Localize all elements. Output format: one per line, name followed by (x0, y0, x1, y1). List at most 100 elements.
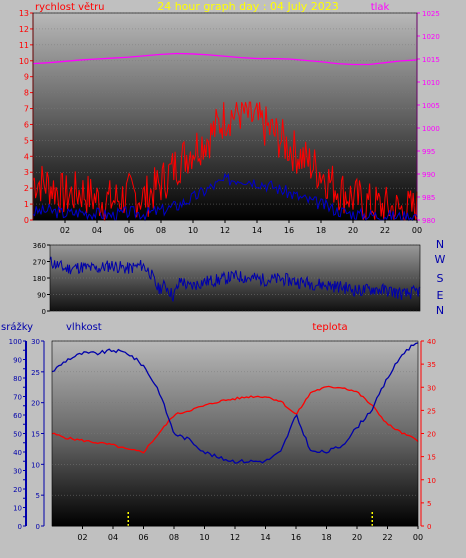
time-tick-label: 08 (156, 226, 166, 235)
temperature-tick-label: 35 (427, 361, 436, 369)
temperature-series-line (51, 385, 419, 454)
wind-tick-label: 8 (24, 89, 29, 98)
wind-tick-label: 7 (24, 105, 29, 114)
time-tick-label: 14 (260, 533, 270, 542)
wind-tick-label: 2 (24, 184, 29, 193)
time-tick-label: 12 (220, 226, 230, 235)
temp-humidity-frame (51, 340, 419, 527)
time-tick-label: 08 (169, 533, 179, 542)
pressure-tick-label: 1025 (422, 10, 440, 18)
compass-e: E (437, 289, 444, 302)
time-tick-label: 02 (60, 226, 70, 235)
rain-tick-label: 90 (13, 357, 22, 365)
direction-tick-label: 90 (37, 292, 46, 300)
wind-direction-plot-area (50, 245, 420, 311)
rain-tick-label: 100 (9, 338, 22, 346)
humidity-tick-label: 10 (31, 461, 40, 469)
wind-tick-label: 6 (24, 120, 29, 129)
wind-direction-frame (49, 244, 421, 312)
temperature-tick-label: 30 (427, 384, 436, 392)
direction-tick-label: 270 (33, 259, 46, 267)
rain-tick-label: 0 (18, 523, 22, 531)
humidity-tick-label: 5 (36, 492, 40, 500)
rain-tick-label: 80 (13, 375, 22, 383)
compass-s: S (437, 272, 444, 285)
pressure-tick-label: 995 (422, 148, 435, 156)
time-tick-label: 12 (230, 533, 240, 542)
humidity-tick-label: 0 (36, 523, 40, 531)
rain-tick-label: 50 (13, 431, 22, 439)
humidity-tick-label: 20 (31, 400, 40, 408)
rain-tick-label: 30 (13, 468, 22, 476)
temp-humidity-panel: 0 10 20 30 40 50 60 70 80 90 10 00 5 10 15 20 25 30 0 5 10 15… (9, 338, 436, 542)
wind-tick-label: 0 (24, 216, 29, 225)
time-tick-label: 04 (92, 226, 102, 235)
wind-tick-label: 4 (24, 152, 29, 161)
pressure-tick-label: 985 (422, 194, 435, 202)
direction-tick-label: 360 (33, 242, 46, 250)
time-tick-label: 20 (348, 226, 358, 235)
rain-tick-label: 60 (13, 412, 22, 420)
rain-tick-label: 10 (13, 505, 22, 513)
time-tick-label: 18 (316, 226, 326, 235)
chart-title: 24 hour graph day : 04 July 2023 (157, 0, 339, 13)
time-tick-label: 18 (321, 533, 331, 542)
compass-n-bottom: N (436, 304, 444, 317)
temperature-label: teplota (312, 322, 347, 333)
rain-tick-label: 20 (13, 486, 22, 494)
pressure-tick-label: 980 (422, 217, 435, 225)
gust-series-line (32, 101, 418, 222)
temperature-tick-label: 20 (427, 431, 436, 439)
temperature-tick-label: 5 (427, 500, 431, 508)
time-tick-label: 22 (382, 533, 392, 542)
wind-tick-label: 10 (19, 57, 29, 66)
time-tick-label: 02 (77, 533, 87, 542)
rain-tick-label: 70 (13, 394, 22, 402)
wind-tick-label: 3 (24, 168, 29, 177)
wind-pressure-frame (32, 12, 418, 221)
pressure-label: tlak (371, 2, 390, 13)
pressure-tick-label: 1005 (422, 102, 440, 110)
average-speed-series-line (32, 172, 418, 222)
rain-label: srážky (1, 321, 33, 333)
wind-pressure-panel: 0123456789101112139809859909951000100510… (19, 9, 440, 235)
temperature-tick-label: 10 (427, 477, 436, 485)
humidity-series-line (51, 342, 419, 464)
pressure-tick-label: 1015 (422, 56, 440, 64)
time-tick-label: 00 (413, 533, 423, 542)
humidity-tick-label: 30 (31, 338, 40, 346)
wind-tick-label: 9 (24, 73, 29, 82)
temperature-tick-label: 40 (427, 338, 436, 346)
humidity-label: vlhkost (66, 322, 102, 333)
compass-n-top: N (436, 238, 444, 251)
time-tick-label: 20 (352, 533, 362, 542)
wind-tick-label: 1 (24, 200, 29, 209)
humidity-tick-label: 25 (31, 369, 40, 377)
rain-tick-label: 40 (13, 449, 22, 457)
wind-tick-label: 11 (19, 41, 29, 50)
wind-speed-label: rychlost větru (35, 1, 105, 13)
time-tick-label: 04 (108, 533, 118, 542)
time-tick-label: 10 (188, 226, 198, 235)
wind-direction-panel: 0 90 180 270 360 (33, 242, 421, 316)
temperature-tick-label: 25 (427, 407, 436, 415)
time-tick-label: 22 (380, 226, 390, 235)
wind-tick-label: 5 (24, 136, 29, 145)
pressure-tick-label: 1000 (422, 125, 440, 133)
wind-pressure-plot-area (33, 13, 417, 220)
time-tick-label: 06 (124, 226, 134, 235)
time-tick-label: 10 (199, 533, 209, 542)
time-tick-label: 16 (291, 533, 301, 542)
pressure-tick-label: 990 (422, 171, 435, 179)
time-tick-label: 00 (412, 226, 422, 235)
pressure-series-line (32, 52, 418, 66)
humidity-tick-label: 15 (31, 431, 40, 439)
direction-tick-label: 180 (33, 275, 46, 283)
pressure-tick-label: 1010 (422, 79, 440, 87)
temperature-tick-label: 15 (427, 454, 436, 462)
wind-tick-label: 13 (19, 9, 29, 18)
time-tick-label: 16 (284, 226, 294, 235)
direction-tick-label: 0 (42, 308, 46, 316)
